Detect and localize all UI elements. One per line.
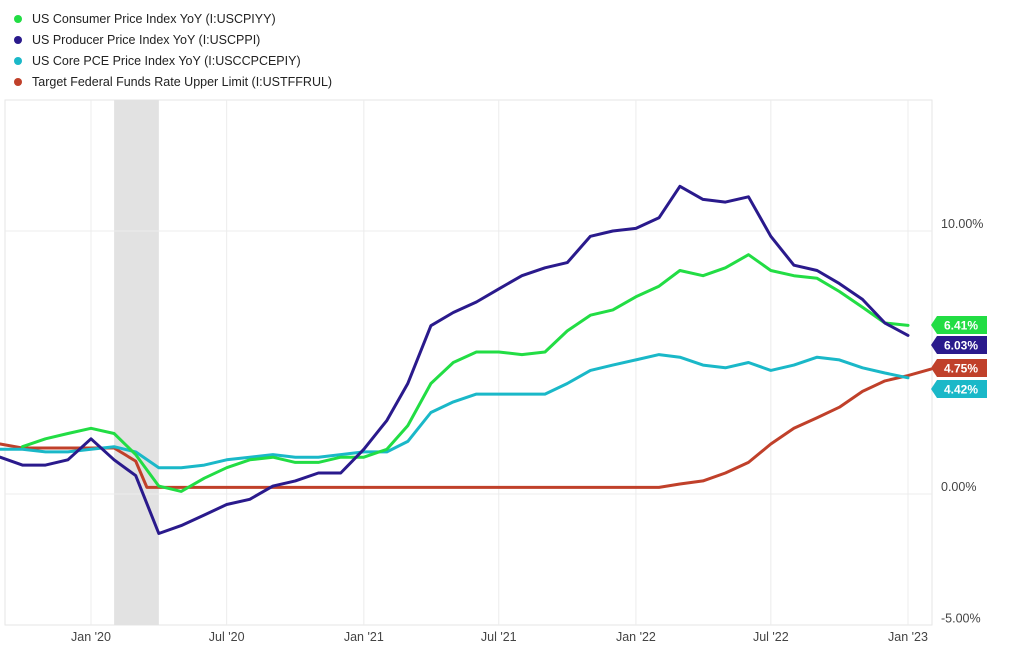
x-tick-label: Jan '21 [344, 630, 384, 644]
legend-label: US Producer Price Index YoY (I:USCPPI) [32, 32, 261, 47]
end-value-tag [931, 380, 987, 398]
end-value-tag [931, 359, 987, 377]
legend-dot-icon [14, 14, 22, 23]
end-value-label: 6.03% [944, 339, 978, 353]
x-tick-label: Jan '22 [616, 630, 656, 644]
legend-item-cpi[interactable]: US Consumer Price Index YoY (I:USCPIYY) [14, 8, 332, 29]
x-tick-label: Jul '20 [209, 630, 245, 644]
y-tick-label: 10.00% [941, 217, 983, 231]
end-value-tag [931, 316, 987, 334]
x-tick-label: Jul '21 [481, 630, 517, 644]
legend-item-ppi[interactable]: US Producer Price Index YoY (I:USCPPI) [14, 29, 332, 50]
series-line [0, 184, 910, 535]
legend-dot-icon [14, 77, 22, 86]
legend-dot-icon [14, 35, 22, 44]
series-line [0, 353, 910, 470]
legend-label: US Core PCE Price Index YoY (I:USCCPCEPI… [32, 53, 301, 68]
recession-shading [114, 100, 159, 625]
x-tick-label: Jan '20 [71, 630, 111, 644]
end-value-label: 4.75% [944, 362, 978, 376]
x-tick-label: Jan '23 [888, 630, 928, 644]
plot-area [4, 99, 933, 626]
end-value-tag [931, 336, 987, 354]
legend-label: Target Federal Funds Rate Upper Limit (I… [32, 74, 333, 89]
end-value-label: 4.42% [944, 383, 978, 397]
legend-label: US Consumer Price Index YoY (I:USCPIYY) [32, 11, 276, 26]
legend-item-fed-funds[interactable]: Target Federal Funds Rate Upper Limit (I… [14, 71, 332, 92]
y-tick-label: -5.00% [941, 612, 981, 626]
series-line [20, 253, 910, 493]
chart-legend: US Consumer Price Index YoY (I:USCPIYY) … [14, 8, 332, 92]
legend-item-core-pce[interactable]: US Core PCE Price Index YoY (I:USCCPCEPI… [14, 50, 332, 71]
end-value-label: 6.41% [944, 319, 978, 333]
legend-dot-icon [14, 56, 22, 65]
x-tick-label: Jul '22 [753, 630, 789, 644]
y-tick-label: 0.00% [941, 480, 976, 494]
